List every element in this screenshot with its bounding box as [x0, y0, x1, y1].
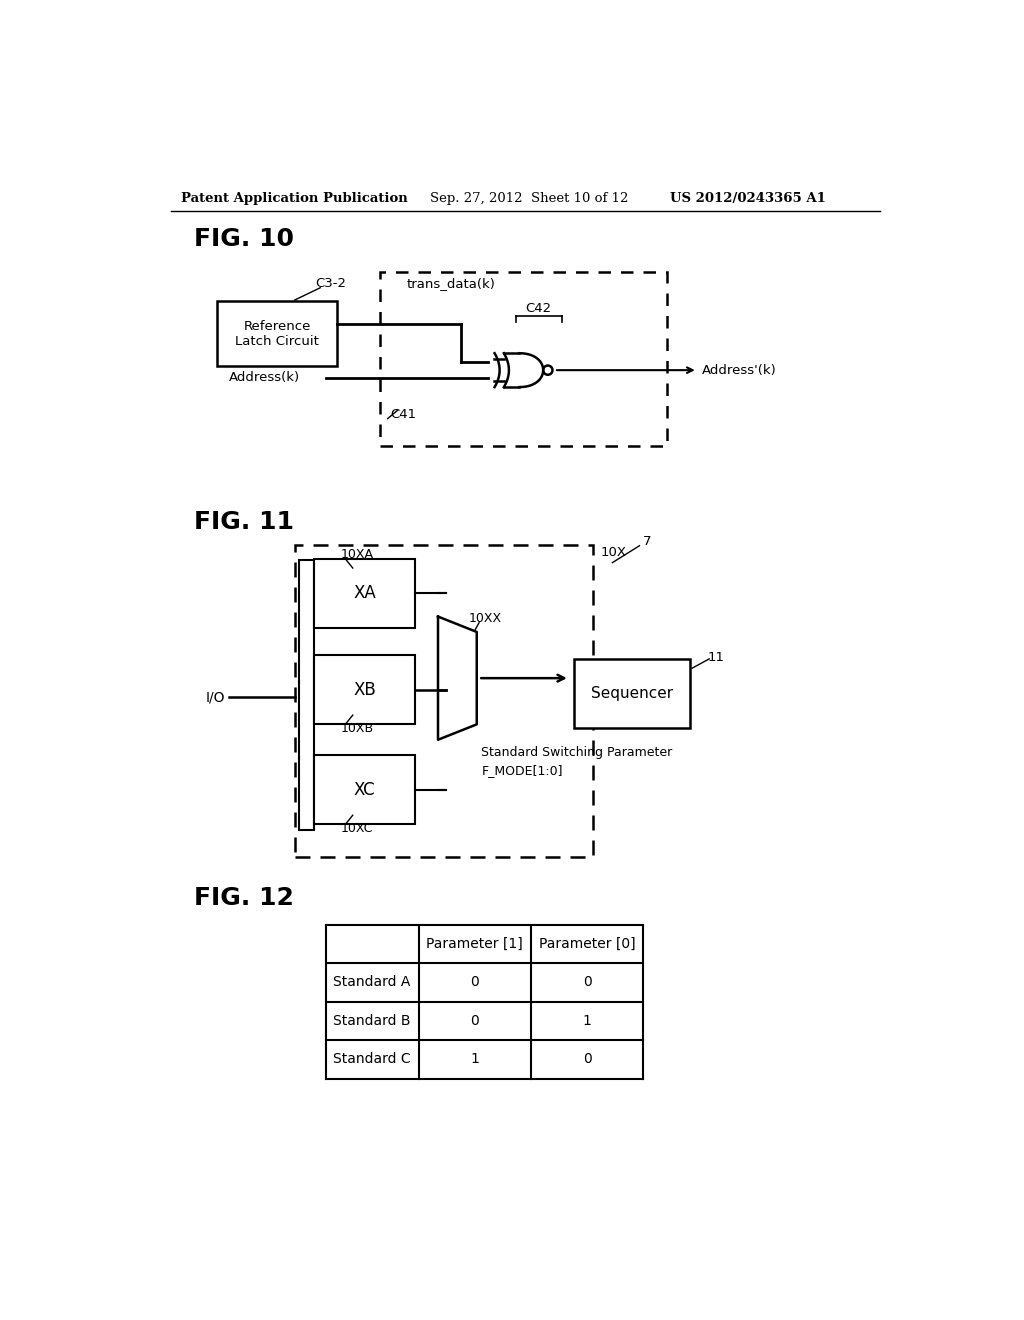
- Text: 10XX: 10XX: [469, 611, 502, 624]
- Text: 0: 0: [470, 1014, 479, 1028]
- Bar: [314, 655, 415, 725]
- Text: Reference
Latch Circuit: Reference Latch Circuit: [236, 319, 319, 347]
- Text: I/O: I/O: [206, 690, 225, 705]
- Text: FIG. 10: FIG. 10: [194, 227, 294, 251]
- Text: Standard A: Standard A: [334, 975, 411, 989]
- Bar: [295, 545, 593, 857]
- Bar: [299, 561, 314, 830]
- Bar: [314, 558, 415, 628]
- Text: C41: C41: [390, 408, 416, 421]
- Text: trans_data(k): trans_data(k): [407, 277, 496, 290]
- Text: 0: 0: [583, 975, 592, 989]
- Text: 0: 0: [583, 1052, 592, 1067]
- Text: 1: 1: [470, 1052, 479, 1067]
- Text: 10XA: 10XA: [341, 548, 374, 561]
- Text: Standard B: Standard B: [334, 1014, 411, 1028]
- Bar: [314, 755, 415, 825]
- Text: US 2012/0243365 A1: US 2012/0243365 A1: [671, 191, 826, 205]
- Text: 1: 1: [583, 1014, 592, 1028]
- Text: XA: XA: [353, 585, 376, 602]
- Text: 7: 7: [643, 536, 652, 548]
- Text: C3-2: C3-2: [315, 277, 346, 289]
- Text: Sep. 27, 2012  Sheet 10 of 12: Sep. 27, 2012 Sheet 10 of 12: [430, 191, 629, 205]
- Text: Standard C: Standard C: [334, 1052, 411, 1067]
- Bar: [380, 272, 667, 446]
- Text: 0: 0: [470, 975, 479, 989]
- Text: XC: XC: [353, 781, 375, 799]
- Text: Address'(k): Address'(k): [701, 363, 776, 376]
- Text: 10XB: 10XB: [341, 722, 374, 735]
- Text: Address(k): Address(k): [228, 371, 300, 384]
- Bar: [573, 659, 690, 729]
- Bar: [217, 301, 337, 367]
- Text: XB: XB: [353, 681, 376, 698]
- Text: Standard Switching Parameter
F_MODE[1:0]: Standard Switching Parameter F_MODE[1:0]: [481, 746, 673, 776]
- Text: 10XC: 10XC: [341, 822, 374, 834]
- Text: FIG. 11: FIG. 11: [194, 510, 294, 533]
- Text: FIG. 12: FIG. 12: [194, 886, 294, 909]
- Text: Patent Application Publication: Patent Application Publication: [180, 191, 408, 205]
- Text: Sequencer: Sequencer: [591, 686, 673, 701]
- Text: 10X: 10X: [601, 546, 627, 560]
- Text: 11: 11: [708, 651, 725, 664]
- Text: C42: C42: [525, 302, 552, 315]
- Text: Parameter [1]: Parameter [1]: [426, 937, 523, 950]
- Text: Parameter [0]: Parameter [0]: [539, 937, 636, 950]
